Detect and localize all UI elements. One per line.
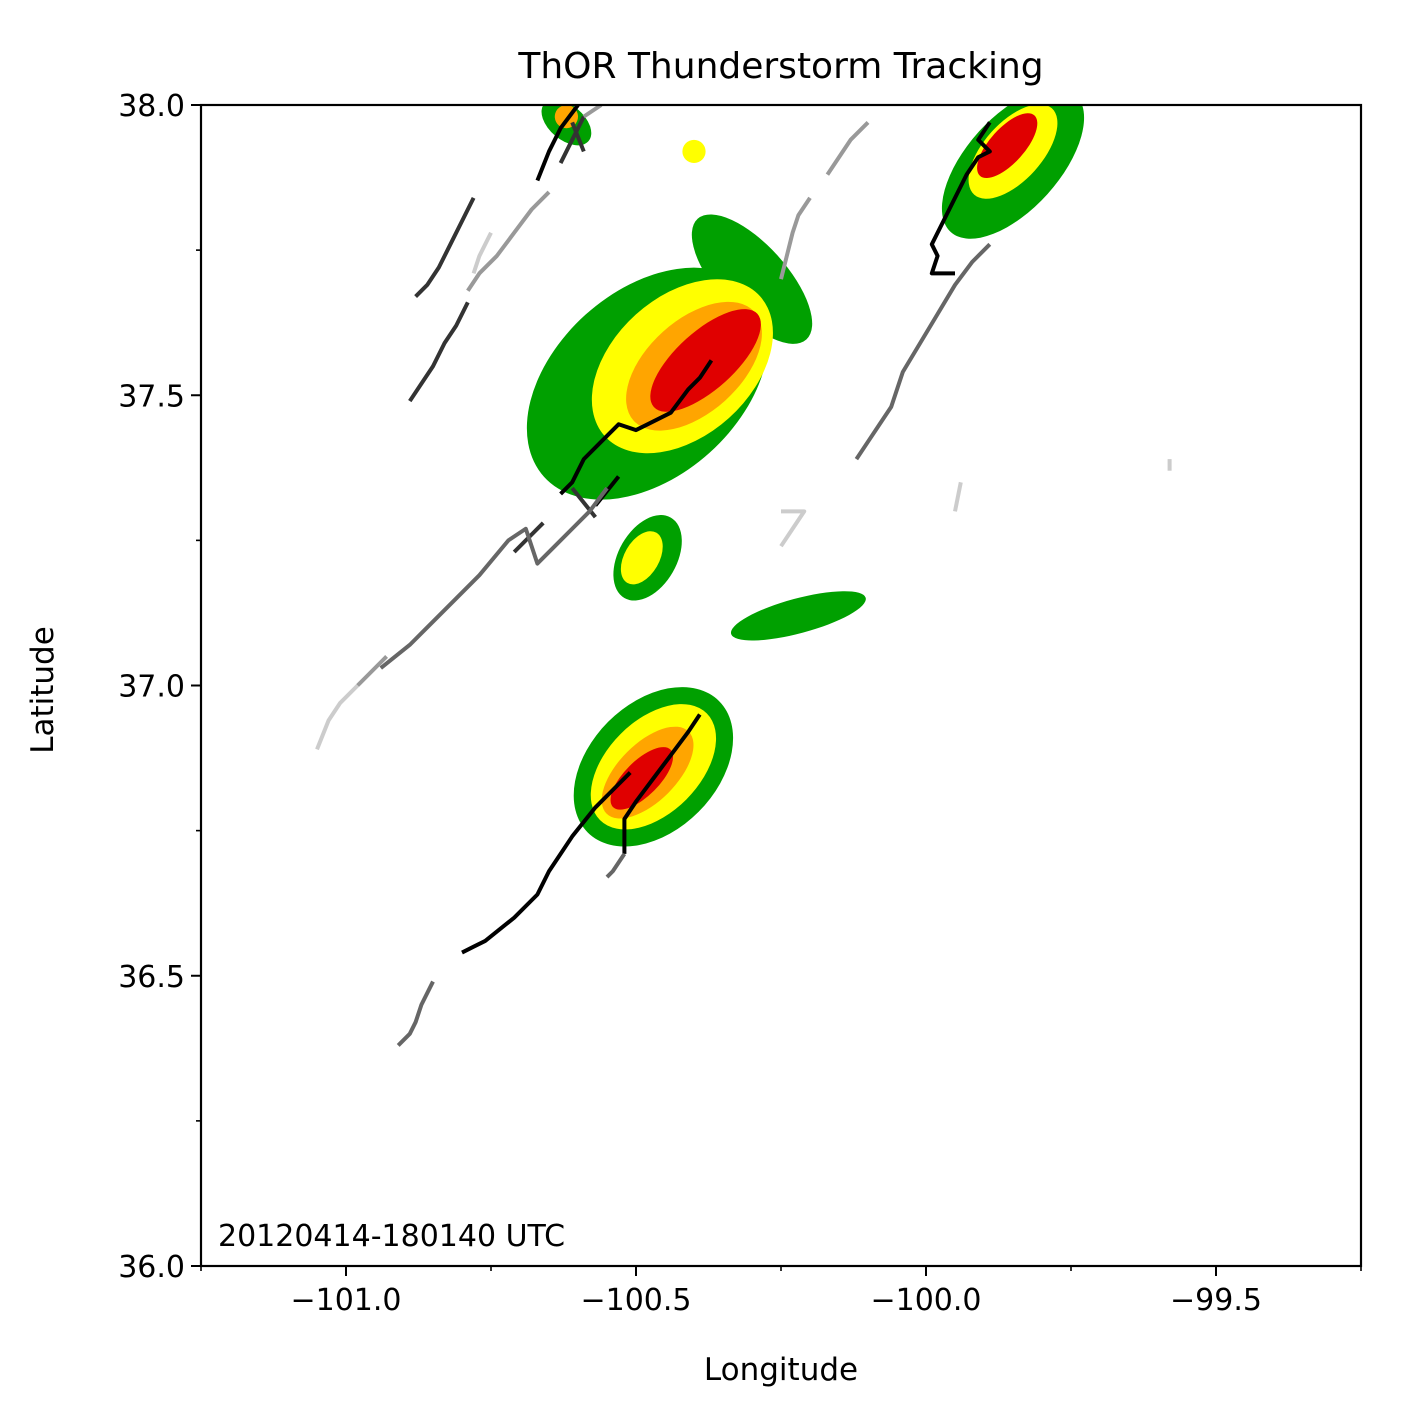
plot-area: [315, 105, 1172, 1047]
storm-track: [512, 521, 545, 554]
reflectivity-cell-light: [730, 591, 866, 641]
storm-track: [461, 771, 632, 955]
storm-track: [953, 481, 963, 512]
storm-tracks-layer: [315, 105, 1172, 1047]
y-axis-label: Latitude: [25, 626, 61, 754]
y-tick-label: 36.5: [118, 960, 185, 995]
storm-track: [379, 486, 609, 670]
x-axis: −101.0 −100.5 −100.0 −99.5: [200, 1266, 1362, 1318]
storm-track: [396, 980, 435, 1047]
storm-track: [570, 486, 597, 519]
x-tick-label: −100.5: [580, 1283, 691, 1318]
reflectivity-cell-intense: [977, 113, 1038, 178]
reflectivity-cell-light: [691, 214, 813, 344]
reflectivity-cell-moderate: [682, 139, 706, 164]
storm-track: [315, 684, 360, 751]
storm-track: [471, 231, 493, 274]
storm-track: [559, 359, 714, 496]
timestamp-annotation: 20120414-180140 UTC: [218, 1219, 565, 1254]
y-axis: 36.0 36.5 37.0 37.5 38.0: [118, 89, 201, 1285]
y-tick-label: 37.0: [118, 670, 185, 705]
storm-track: [854, 242, 992, 461]
y-tick-label: 36.0: [118, 1250, 185, 1285]
storm-track: [779, 196, 812, 280]
y-tick-label: 38.0: [118, 89, 185, 124]
x-tick-label: −101.0: [290, 1283, 401, 1318]
y-tick-label: 37.5: [118, 379, 185, 414]
storm-track: [929, 121, 992, 276]
storm-track: [535, 105, 580, 182]
reflectivity-cell-intense: [610, 747, 674, 810]
storm-track: [582, 105, 603, 119]
storm-track: [605, 852, 627, 879]
storm-track: [825, 121, 870, 176]
storm-track: [622, 713, 702, 854]
storm-track: [570, 121, 586, 153]
chart-title: ThOR Thunderstorm Tracking: [517, 46, 1043, 87]
reflectivity-cell-intense: [650, 309, 761, 412]
storm-track: [779, 509, 807, 548]
storm-track: [356, 655, 389, 687]
x-axis-label: Longitude: [704, 1352, 858, 1388]
reflectivity-cell-moderate: [620, 531, 663, 585]
storm-track: [558, 115, 586, 164]
storm-track: [408, 301, 470, 403]
x-tick-label: −100.0: [870, 1283, 981, 1318]
storm-track: [414, 196, 476, 298]
storm-track: [466, 190, 551, 292]
x-tick-label: −99.5: [1170, 1283, 1262, 1318]
